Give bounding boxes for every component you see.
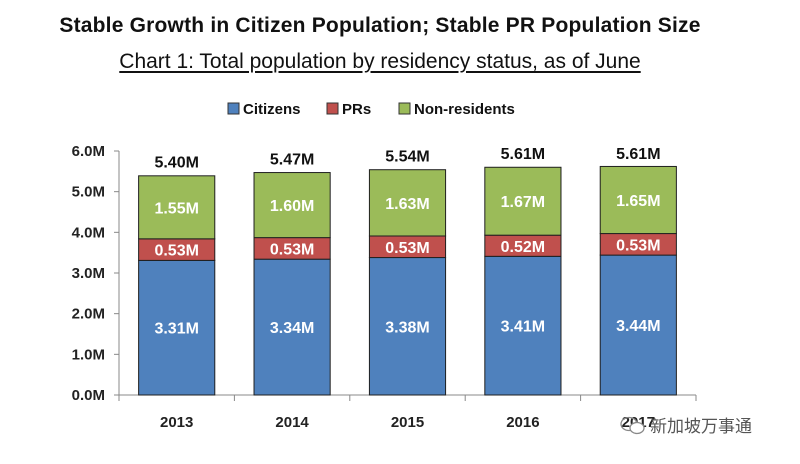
y-tick-label: 5.0M	[72, 184, 105, 201]
bar-segment-non-residents	[253, 172, 331, 239]
chart-subtitle-text: Chart 1: Total population by residency s…	[119, 50, 641, 73]
legend-swatch-non-residents	[398, 102, 411, 115]
watermark-text: 新加坡万事通	[650, 417, 752, 437]
bar-segment-non-residents	[368, 169, 447, 237]
y-tick-label: 6.0M	[72, 143, 105, 160]
data-label-non-residents: 1.65M	[616, 193, 660, 210]
x-tick-label: 2016	[506, 414, 539, 431]
legend-label-non-residents: Non-residents	[414, 101, 515, 118]
total-label: 5.54M	[385, 149, 429, 166]
y-tick-label: 4.0M	[72, 224, 105, 241]
x-tick-label: 2014	[275, 414, 309, 431]
bar-segment-citizens	[138, 259, 216, 396]
total-label: 5.61M	[616, 146, 660, 163]
legend-label-prs: PRs	[342, 101, 371, 118]
data-label-non-residents: 1.60M	[270, 198, 314, 215]
main-title: Stable Growth in Citizen Population; Sta…	[59, 14, 701, 37]
x-tick-label: 2013	[160, 414, 193, 431]
data-label-non-residents: 1.55M	[154, 200, 198, 217]
wechat-icon	[620, 416, 646, 434]
bar-segment-non-residents	[599, 165, 677, 235]
y-tick-label: 3.0M	[72, 265, 105, 282]
bar-segment-citizens	[368, 257, 447, 396]
data-label-non-residents: 1.63M	[385, 196, 429, 213]
data-label-citizens: 3.38M	[385, 319, 429, 336]
legend-swatch-prs	[326, 102, 339, 115]
total-label: 5.47M	[270, 152, 314, 169]
chart-subtitle: Chart 1: Total population by residency s…	[10, 50, 750, 74]
total-label: 5.61M	[501, 146, 545, 163]
data-label-citizens: 3.34M	[270, 320, 314, 337]
data-label-citizens: 3.31M	[154, 321, 198, 338]
bar-segment-citizens	[253, 258, 331, 396]
y-tick-label: 1.0M	[72, 346, 105, 363]
data-label-prs: 0.52M	[501, 239, 545, 256]
x-tick-label: 2015	[391, 414, 424, 431]
data-label-prs: 0.53M	[616, 237, 660, 254]
data-label-citizens: 3.44M	[616, 318, 660, 335]
bar-segment-non-residents	[138, 175, 216, 240]
data-label-non-residents: 1.67M	[501, 194, 545, 211]
legend-swatch-citizens	[227, 102, 240, 115]
data-label-prs: 0.53M	[385, 240, 429, 257]
total-label: 5.40M	[154, 154, 198, 171]
bar-segment-citizens	[599, 254, 677, 396]
y-tick-label: 0.0M	[72, 387, 105, 404]
y-tick-label: 2.0M	[72, 306, 105, 323]
bar-segment-non-residents	[484, 166, 562, 236]
legend-label-citizens: Citizens	[243, 101, 301, 118]
data-label-prs: 0.53M	[270, 241, 314, 258]
data-label-citizens: 3.41M	[501, 319, 545, 336]
bar-segment-citizens	[484, 255, 562, 396]
watermark: 新加坡万事通	[620, 412, 752, 437]
data-label-prs: 0.53M	[154, 243, 198, 260]
